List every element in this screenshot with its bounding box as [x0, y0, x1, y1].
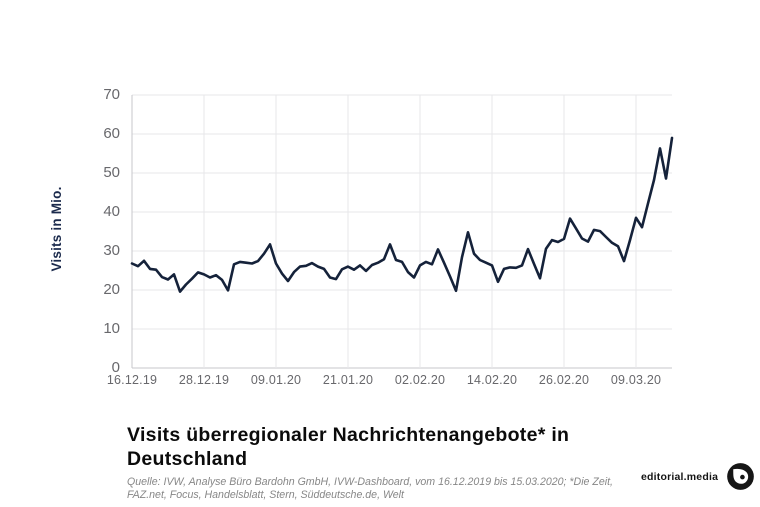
x-tick-label: 09.01.20 — [250, 373, 302, 387]
x-tick-label: 09.03.20 — [610, 373, 662, 387]
y-tick-label: 60 — [103, 125, 120, 142]
editorial-media-logo-icon — [727, 463, 754, 490]
brand-name: editorial.media — [641, 470, 719, 483]
x-tick-label: 14.02.20 — [466, 373, 518, 387]
source-note-line2: FAZ.net, Focus, Handelsblatt, Stern, Süd… — [127, 489, 404, 501]
y-tick-label: 10 — [103, 320, 120, 337]
y-tick-label: 70 — [103, 86, 120, 103]
branding: editorial.media — [641, 462, 755, 491]
x-tick-label: 16.12.19 — [106, 373, 158, 387]
caption-block: Visits überregionaler Nachrichtenangebot… — [127, 423, 613, 502]
source-note: Quelle: IVW, Analyse Büro Bardohn GmbH, … — [127, 476, 613, 502]
chart-title-line2: Deutschland — [127, 448, 248, 470]
plot-area — [130, 94, 674, 369]
y-tick-label: 20 — [103, 281, 120, 298]
x-tick-label: 28.12.19 — [178, 373, 230, 387]
x-tick-label: 21.01.20 — [322, 373, 374, 387]
chart-title-line1: Visits überregionaler Nachrichtenangebot… — [127, 424, 570, 446]
y-tick-label: 40 — [103, 203, 120, 220]
y-tick-label: 50 — [103, 164, 120, 181]
y-tick-label: 30 — [103, 242, 120, 259]
visits-line — [130, 136, 674, 293]
y-tick-label: 0 — [111, 359, 120, 376]
source-note-line1: Quelle: IVW, Analyse Büro Bardohn GmbH, … — [127, 476, 613, 488]
x-tick-label: 02.02.20 — [394, 373, 446, 387]
y-axis-title: Visits in Mio. — [49, 186, 64, 272]
x-tick-label: 26.02.20 — [538, 373, 590, 387]
chart-title: Visits überregionaler Nachrichtenangebot… — [127, 423, 613, 471]
